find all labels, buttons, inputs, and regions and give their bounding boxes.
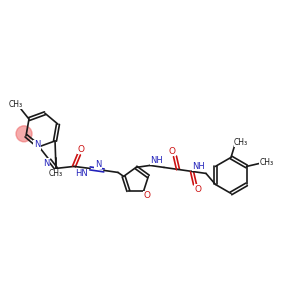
Text: NH: NH <box>151 156 164 165</box>
Text: HN: HN <box>76 169 88 178</box>
Circle shape <box>16 126 32 142</box>
Text: CH₃: CH₃ <box>49 169 63 178</box>
Text: N: N <box>34 140 40 149</box>
Text: O: O <box>77 145 85 154</box>
Text: O: O <box>194 185 202 194</box>
Text: O: O <box>169 147 176 156</box>
Text: CH₃: CH₃ <box>260 158 274 167</box>
Text: O: O <box>143 191 150 200</box>
Text: CH₃: CH₃ <box>9 100 23 109</box>
Text: CH₃: CH₃ <box>234 138 248 147</box>
Text: NH: NH <box>193 162 206 171</box>
Text: N: N <box>43 159 50 168</box>
Text: N: N <box>95 160 101 169</box>
